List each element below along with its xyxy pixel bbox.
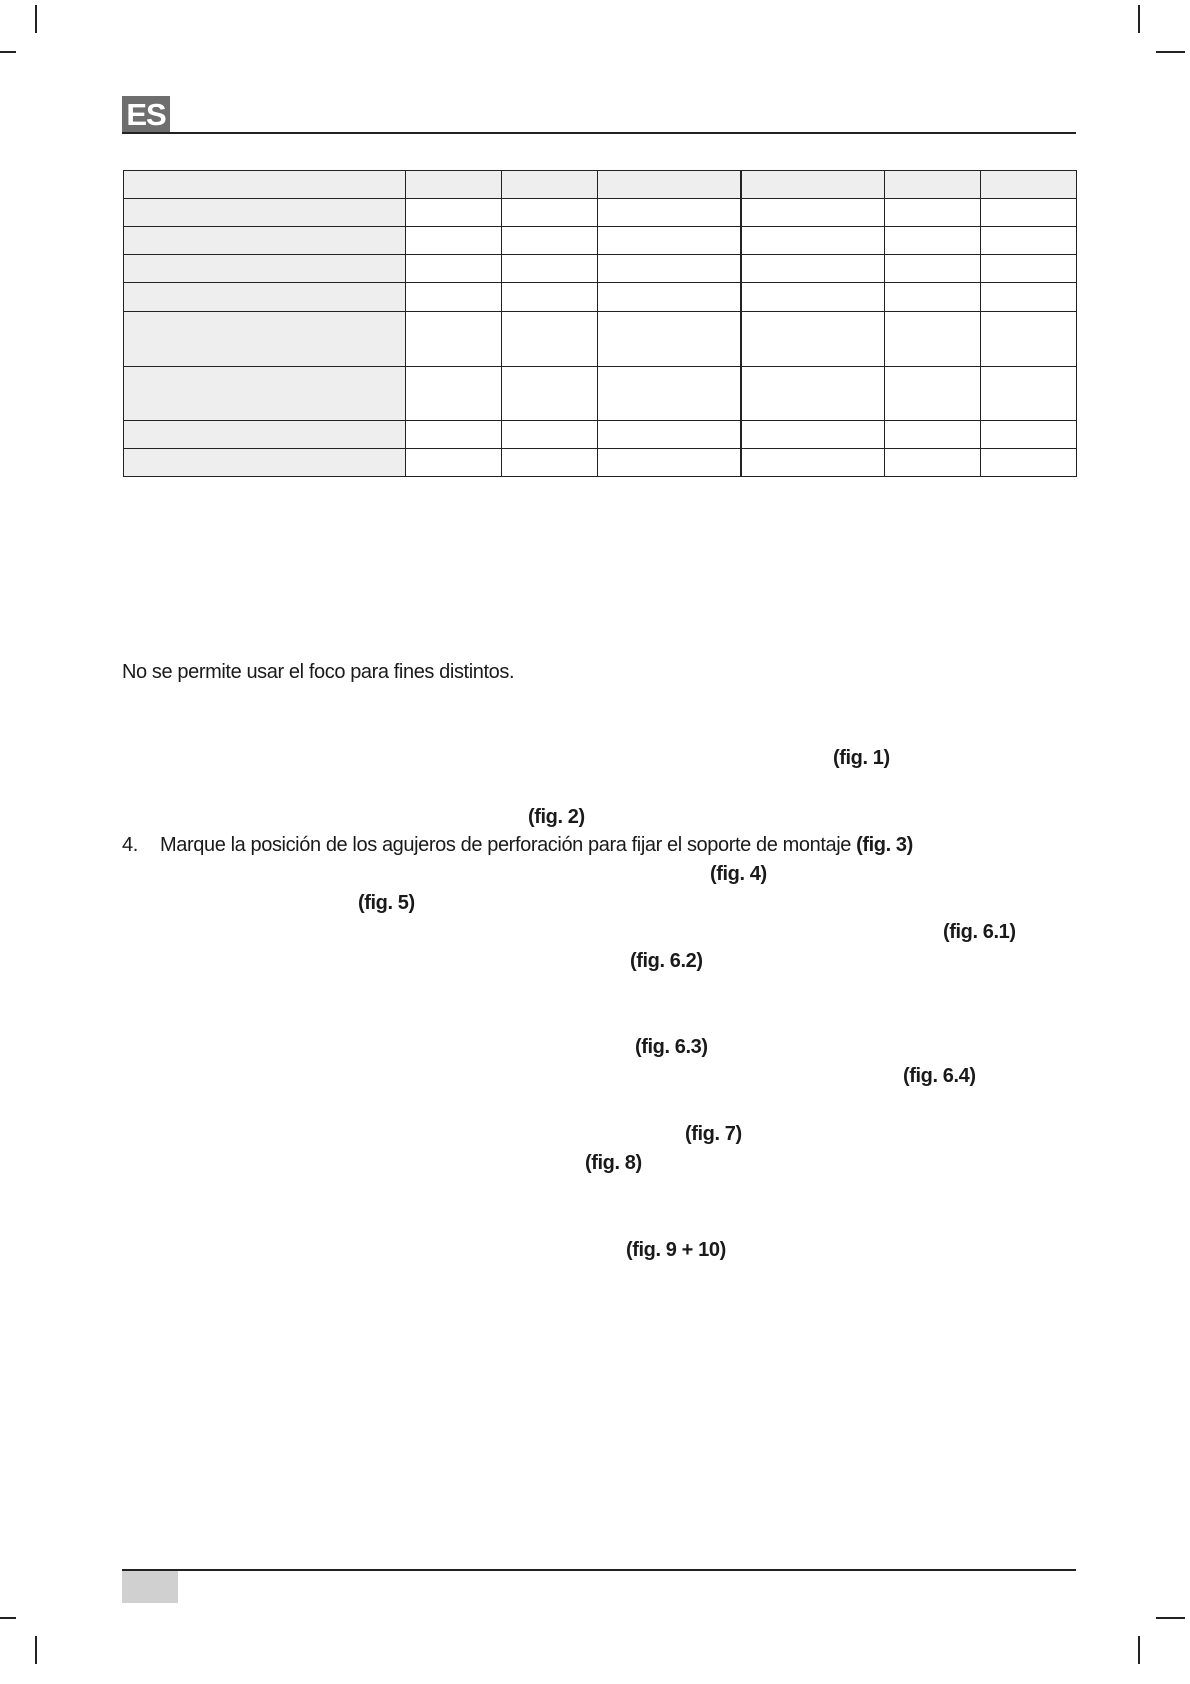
intended-use-text: No se permite usar el foco para fines di… <box>122 661 515 683</box>
step-4-body: Marque la posición de los agujeros de pe… <box>160 834 857 856</box>
figure-ref: (fig. 6.4) <box>903 1065 976 1087</box>
crop-mark <box>0 1617 16 1619</box>
figure-ref: (fig. 6.1) <box>943 921 1016 943</box>
figure-ref: (fig. 6.3) <box>635 1036 708 1058</box>
header-rule <box>122 132 1076 134</box>
figure-ref: (fig. 5) <box>358 892 415 914</box>
table-row <box>123 254 1077 283</box>
table-row <box>123 420 1077 449</box>
figure-ref: (fig. 9 + 10) <box>626 1239 726 1261</box>
table-row <box>123 366 1077 421</box>
table-row <box>123 226 1077 255</box>
crop-mark <box>1138 1636 1140 1664</box>
figure-ref: (fig. 4) <box>710 863 767 885</box>
language-badge: ES <box>122 96 170 133</box>
figure-ref: (fig. 1) <box>833 747 890 769</box>
page-number-box <box>122 1571 178 1603</box>
table-row <box>123 282 1077 312</box>
crop-mark <box>1156 51 1185 53</box>
step-4-text: Marque la posición de los agujeros de pe… <box>160 833 913 857</box>
table-row <box>123 198 1077 227</box>
crop-mark <box>35 1636 37 1664</box>
table-row <box>123 170 1077 199</box>
spec-table <box>123 170 1077 477</box>
figure-ref: (fig. 7) <box>685 1123 742 1145</box>
crop-mark <box>35 5 37 33</box>
figure-ref: (fig. 6.2) <box>630 950 703 972</box>
footer-rule <box>122 1569 1076 1571</box>
crop-mark <box>1138 5 1140 33</box>
crop-mark <box>1156 1617 1185 1619</box>
table-row <box>123 311 1077 367</box>
figure-ref: (fig. 3) <box>856 834 913 856</box>
step-4-number: 4. <box>122 834 138 856</box>
figure-ref: (fig. 2) <box>528 806 585 828</box>
table-row <box>123 448 1077 477</box>
crop-mark <box>0 51 16 53</box>
figure-ref: (fig. 8) <box>585 1152 642 1174</box>
